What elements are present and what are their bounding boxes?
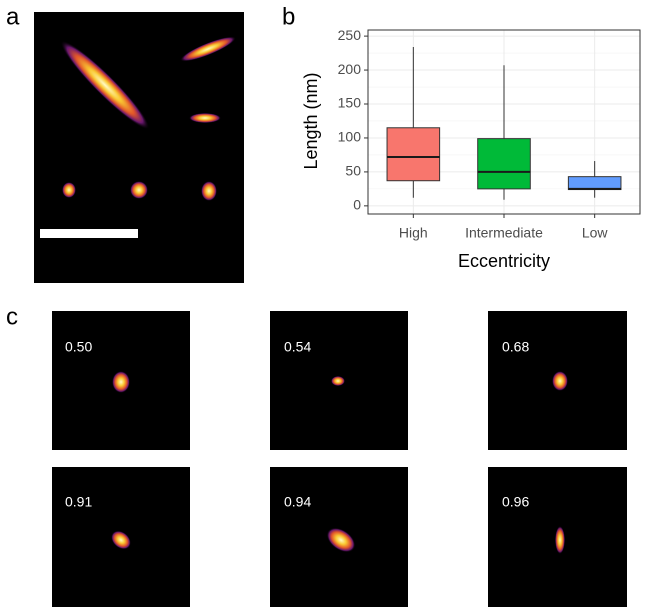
eccentricity-label: 0.68 xyxy=(502,339,529,355)
box xyxy=(567,176,622,191)
scale-bar xyxy=(40,229,138,238)
x-tick-label: Intermediate xyxy=(465,225,543,241)
cluster xyxy=(111,530,131,550)
cluster xyxy=(130,181,148,199)
y-tick-label: 50 xyxy=(345,163,361,179)
eccentricity-label: 0.50 xyxy=(65,339,92,355)
cluster xyxy=(189,113,221,123)
y-tick-label: 100 xyxy=(338,129,362,145)
y-tick-label: 0 xyxy=(353,197,361,213)
panel-label: b xyxy=(282,3,295,30)
x-tick-label: High xyxy=(399,225,428,241)
cluster xyxy=(331,376,345,386)
box xyxy=(477,138,531,190)
filament xyxy=(60,40,150,130)
eccentricity-label: 0.54 xyxy=(284,339,311,355)
localizations xyxy=(60,36,236,201)
cluster xyxy=(112,371,130,393)
panel-label: a xyxy=(6,3,20,30)
eccentricity-label: 0.91 xyxy=(65,494,92,510)
eccentricity-label: 0.96 xyxy=(502,494,529,510)
box xyxy=(386,127,441,182)
y-axis-title: Length (nm) xyxy=(301,72,321,169)
panel-label: c xyxy=(6,303,18,330)
cluster xyxy=(62,182,76,198)
cluster xyxy=(326,527,356,553)
cluster xyxy=(555,526,565,554)
localizations xyxy=(111,371,568,554)
panel-c: 0.50 0.54 0.68 0.91 0.94 0.96 xyxy=(52,311,627,607)
filament xyxy=(180,36,236,62)
eccentricity-label: 0.94 xyxy=(284,494,311,510)
plot-border xyxy=(367,29,641,215)
x-axis-title: Eccentricity xyxy=(458,251,550,271)
x-tick-label: Low xyxy=(582,225,609,241)
panel-a-image xyxy=(34,12,244,283)
y-tick-label: 200 xyxy=(338,61,362,77)
cluster xyxy=(201,181,217,201)
y-tick-label: 150 xyxy=(338,95,362,111)
y-tick-label: 250 xyxy=(338,27,362,43)
cluster xyxy=(552,371,568,391)
box-plot: Length (nm) Eccentricity 0 50 100 150 200 250… xyxy=(301,27,641,271)
